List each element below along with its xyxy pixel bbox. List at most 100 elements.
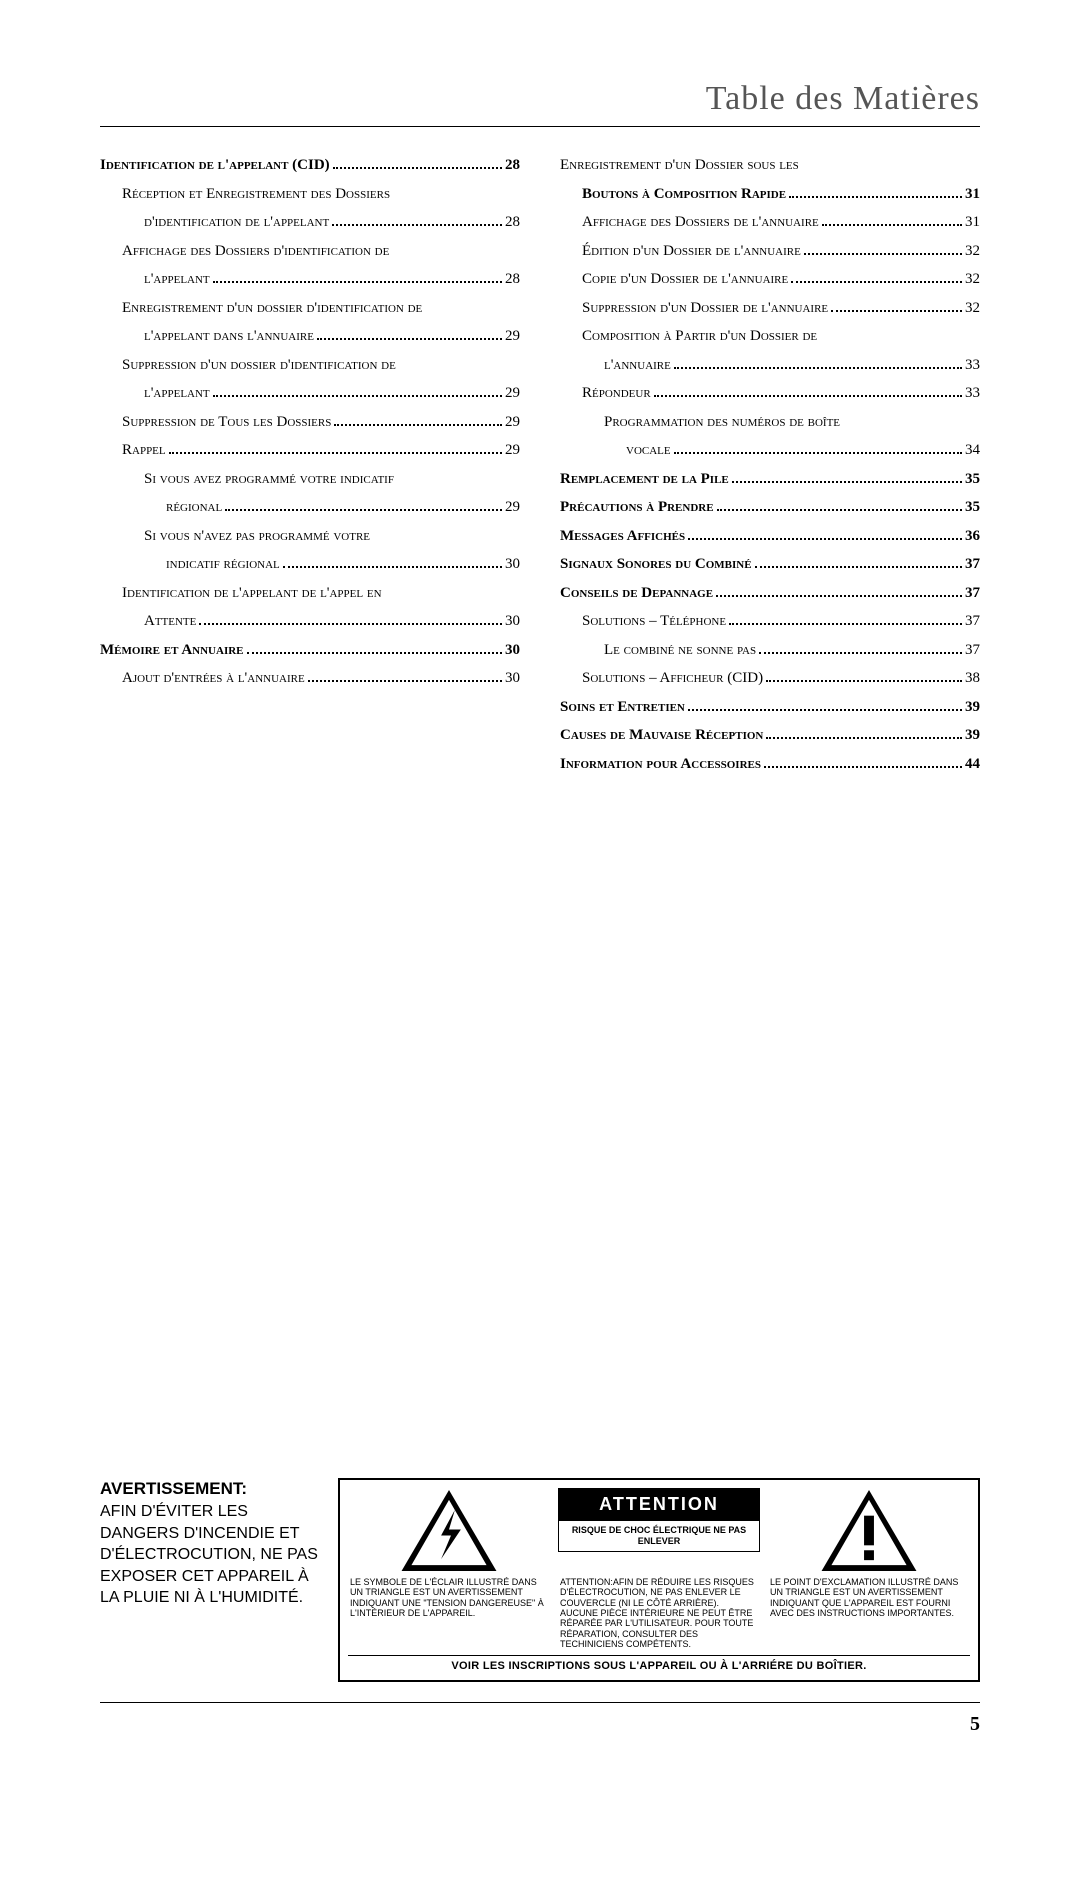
toc-page: 30 xyxy=(505,607,520,636)
toc-entry: Affichage des Dossiers d'identification … xyxy=(100,237,520,266)
toc-page: 31 xyxy=(965,208,980,237)
toc-label: Suppression d'un dossier d'identificatio… xyxy=(122,351,396,380)
toc-dots xyxy=(654,395,962,397)
toc-entry: Le combiné ne sonne pas37 xyxy=(560,636,980,665)
exclamation-triangle-icon xyxy=(768,1488,970,1573)
toc-dots xyxy=(247,652,502,654)
toc-page: 29 xyxy=(505,408,520,437)
warning-top-row: ATTENTION RISQUE DE CHOC ÉLECTRIQUE NE P… xyxy=(348,1488,970,1573)
toc-label: Édition d'un Dossier de l'annuaire xyxy=(582,237,801,266)
toc-dots xyxy=(755,566,962,568)
toc-cont-label: Boutons à Composition Rapide xyxy=(582,180,786,209)
toc-entry: Copie d'un Dossier de l'annuaire32 xyxy=(560,265,980,294)
toc-label: Identification de l'appelant de l'appel … xyxy=(122,579,382,608)
toc-entry: Suppression d'un Dossier de l'annuaire32 xyxy=(560,294,980,323)
toc-dots xyxy=(332,224,502,226)
toc-label: Solutions – Afficheur (CID) xyxy=(582,664,763,693)
toc-continuation: vocale34 xyxy=(560,436,980,465)
toc-label: Causes de Mauvaise Réception xyxy=(560,721,763,750)
toc-label: Identification de l'appelant (CID) xyxy=(100,151,330,180)
toc-entry: Information pour Accessoires44 xyxy=(560,750,980,779)
toc-cont-label: d'identification de l'appelant xyxy=(144,208,329,237)
warning-left-title: AVERTISSEMENT: xyxy=(100,1478,320,1501)
toc-cont-label: l'appelant dans l'annuaire xyxy=(144,322,314,351)
toc-dots xyxy=(831,310,962,312)
risque-text: RISQUE DE CHOC ÉLECTRIQUE NE PAS ENLEVER xyxy=(558,1521,760,1552)
bottom-rule xyxy=(100,1702,980,1703)
toc-page: 28 xyxy=(505,151,520,180)
toc-page: 37 xyxy=(965,607,980,636)
toc-page: 37 xyxy=(965,636,980,665)
toc-page: 35 xyxy=(965,493,980,522)
toc-entry: Suppression de Tous les Dossiers29 xyxy=(100,408,520,437)
toc-label: Remplacement de la Pile xyxy=(560,465,729,494)
toc-continuation: d'identification de l'appelant 28 xyxy=(100,208,520,237)
bolt-triangle-icon xyxy=(348,1488,550,1573)
toc-continuation: l'appelant29 xyxy=(100,379,520,408)
toc-dots xyxy=(766,680,962,682)
toc-continuation: indicatif régional30 xyxy=(100,550,520,579)
toc-label: Information pour Accessoires xyxy=(560,750,761,779)
toc-page: 32 xyxy=(965,237,980,266)
toc-label: Si vous n'avez pas programmé votre xyxy=(144,522,370,551)
toc-page: 36 xyxy=(965,522,980,551)
toc-page: 37 xyxy=(965,550,980,579)
toc-dots xyxy=(308,680,502,682)
toc-label: Enregistrement d'un Dossier sous les xyxy=(560,151,799,180)
toc-page: 28 xyxy=(505,208,520,237)
toc-label: Composition à Partir d'un Dossier de xyxy=(582,322,817,351)
toc-entry: Remplacement de la Pile35 xyxy=(560,465,980,494)
warning-section: AVERTISSEMENT: AFIN D'ÉVITER LES DANGERS… xyxy=(100,1478,980,1682)
toc-cont-label: l'appelant xyxy=(144,265,210,294)
toc-cont-label: l'appelant xyxy=(144,379,210,408)
toc-dots xyxy=(169,452,502,454)
toc-entry: Identification de l'appelant de l'appel … xyxy=(100,579,520,608)
warning-col3-text: LE POINT D'EXCLAMATION ILLUSTRÉ DANS UN … xyxy=(768,1573,970,1618)
toc-label: Soins et Entretien xyxy=(560,693,685,722)
toc-entry: Répondeur33 xyxy=(560,379,980,408)
toc-cont-label: vocale xyxy=(626,436,671,465)
toc-label: Enregistrement d'un dossier d'identifica… xyxy=(122,294,422,323)
toc-entry: Identification de l'appelant (CID) 28 xyxy=(100,151,520,180)
toc-entry: Solutions – Téléphone37 xyxy=(560,607,980,636)
toc-cont-label: régional xyxy=(166,493,222,522)
toc-label: Affichage des Dossiers d'identification … xyxy=(122,237,389,266)
toc-label: Messages Affichés xyxy=(560,522,685,551)
toc-page: 37 xyxy=(965,579,980,608)
toc-entry: Rappel 29 xyxy=(100,436,520,465)
toc-page: 29 xyxy=(505,493,520,522)
warning-box: ATTENTION RISQUE DE CHOC ÉLECTRIQUE NE P… xyxy=(338,1478,980,1682)
toc-entry: Réception et Enregistrement des Dossiers xyxy=(100,180,520,209)
toc-dots xyxy=(729,623,962,625)
toc-dots xyxy=(804,253,962,255)
toc-entry: Suppression d'un dossier d'identificatio… xyxy=(100,351,520,380)
toc-page: 32 xyxy=(965,294,980,323)
toc-continuation: Attente30 xyxy=(100,607,520,636)
toc-dots xyxy=(764,766,962,768)
warning-triangle-exclaim-cell xyxy=(768,1488,970,1573)
toc-entry: Solutions – Afficheur (CID)38 xyxy=(560,664,980,693)
toc-dots xyxy=(213,395,502,397)
toc-dots xyxy=(766,737,962,739)
toc-right-column: Enregistrement d'un Dossier sous lesBout… xyxy=(560,151,980,778)
toc-dots xyxy=(213,281,502,283)
toc-label: Répondeur xyxy=(582,379,651,408)
toc-entry: Mémoire et Annuaire30 xyxy=(100,636,520,665)
toc-page: 29 xyxy=(505,436,520,465)
toc-entry: Signaux Sonores du Combiné37 xyxy=(560,550,980,579)
toc-entry: Causes de Mauvaise Réception39 xyxy=(560,721,980,750)
toc-entry: Enregistrement d'un Dossier sous les xyxy=(560,151,980,180)
toc-page: 31 xyxy=(965,180,980,209)
toc-label: Rappel xyxy=(122,436,166,465)
toc-continuation: Boutons à Composition Rapide 31 xyxy=(560,180,980,209)
toc-columns: Identification de l'appelant (CID) 28 Réce… xyxy=(100,151,980,778)
warning-triangle-bolt-cell xyxy=(348,1488,550,1573)
toc-page: 32 xyxy=(965,265,980,294)
toc-label: Réception et Enregistrement des Dossiers xyxy=(122,180,390,209)
toc-entry: Conseils de Depannage37 xyxy=(560,579,980,608)
warning-attention-cell: ATTENTION RISQUE DE CHOC ÉLECTRIQUE NE P… xyxy=(558,1488,760,1573)
toc-dots xyxy=(333,167,502,169)
toc-continuation: l'appelant dans l'annuaire29 xyxy=(100,322,520,351)
toc-entry: Si vous avez programmé votre indicatif xyxy=(100,465,520,494)
toc-entry: Si vous n'avez pas programmé votre xyxy=(100,522,520,551)
